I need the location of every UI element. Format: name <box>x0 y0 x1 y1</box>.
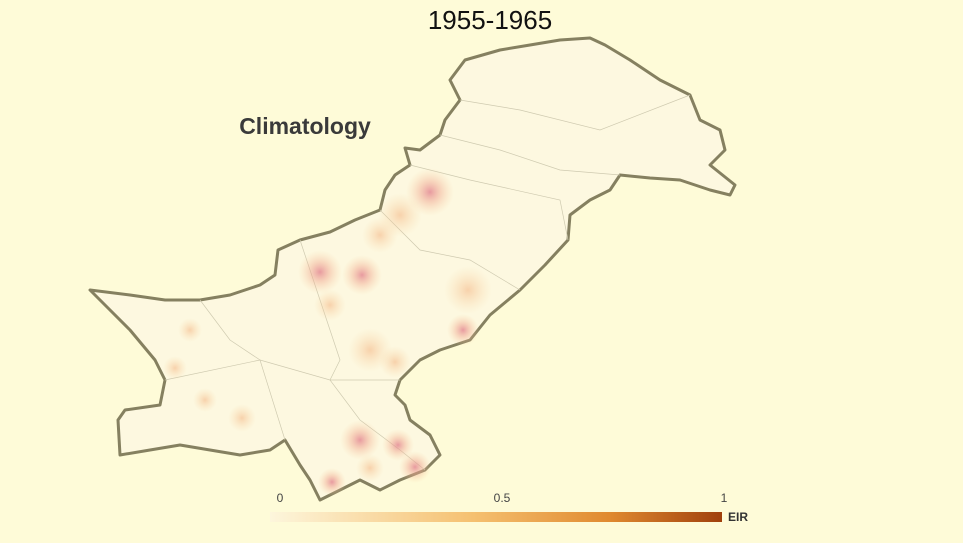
colorbar-tick-label: 0.5 <box>494 491 511 505</box>
colorbar-tick-label: 1 <box>721 491 728 505</box>
map-subtitle: Climatology <box>239 113 371 139</box>
country-outline <box>88 36 737 502</box>
colorbar-label: EIR <box>728 510 748 524</box>
colorbar <box>270 512 722 522</box>
colorbar-tick-label: 0 <box>277 491 284 505</box>
hotspots <box>163 168 492 496</box>
map-title: 1955-1965 <box>428 5 552 35</box>
